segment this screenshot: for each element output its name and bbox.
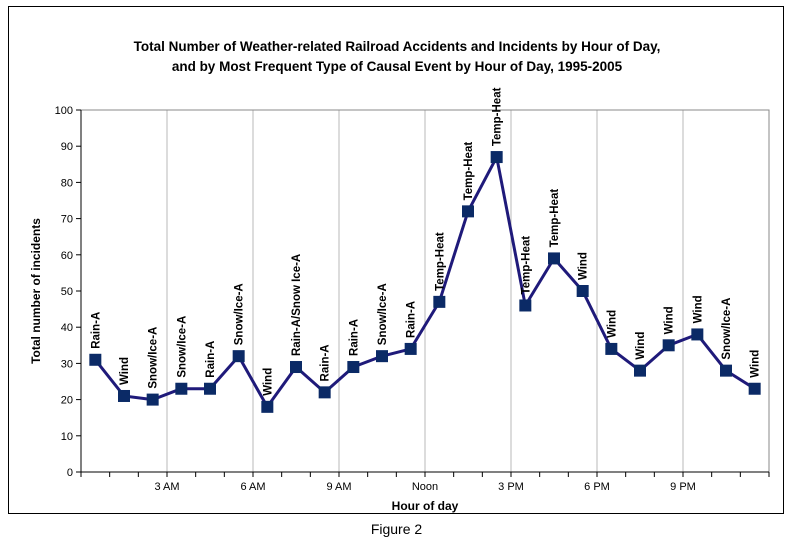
data-point — [490, 151, 503, 164]
data-point — [519, 299, 532, 312]
data-point — [261, 400, 274, 413]
x-tick-label: 9 PM — [670, 481, 696, 493]
data-point — [175, 382, 188, 395]
x-tick-label: Noon — [412, 481, 438, 493]
data-point — [318, 386, 331, 399]
y-tick-label: 90 — [61, 141, 73, 153]
point-label: Rain-A — [348, 319, 360, 356]
y-tick-label: 100 — [55, 105, 73, 117]
data-point — [634, 364, 646, 377]
chart-title-line: and by Most Frequent Type of Causal Even… — [172, 59, 623, 74]
data-point — [605, 342, 618, 355]
x-ticks: 3 AM 6 AM 9 AM Noon 3 PM 6 PM 9 PM — [80, 472, 770, 493]
data-point — [662, 339, 675, 352]
x-tick-label: 6 AM — [240, 481, 265, 493]
point-labels: Rain-A Wind Snow/Ice-A Snow/Ice-A Rain-A Snow… — [90, 87, 761, 395]
y-tick-label: 40 — [61, 322, 73, 334]
data-point — [290, 361, 302, 374]
point-label: Rain-A/Snow Ice-A — [291, 254, 303, 356]
data-point — [146, 393, 159, 406]
point-label: Rain-A — [320, 344, 332, 381]
x-axis-label: Hour of day — [392, 499, 459, 513]
point-label: Wind — [606, 310, 618, 338]
chart-title-line: Total Number of Weather-related Railroad… — [134, 39, 661, 54]
series — [89, 151, 761, 413]
point-label: Temp-Heat — [463, 142, 475, 201]
data-point — [462, 205, 474, 218]
y-ticks: 0 10 20 30 40 50 60 70 80 90 100 — [55, 105, 81, 479]
y-tick-label: 0 — [67, 467, 73, 479]
y-tick-label: 30 — [61, 358, 73, 370]
point-label: Rain-A — [205, 341, 217, 378]
point-label: Wind — [578, 252, 590, 280]
chart-title: Total Number of Weather-related Railroad… — [134, 39, 661, 74]
point-label: Wind — [692, 295, 704, 323]
data-point — [433, 295, 446, 308]
grid — [80, 109, 770, 473]
data-point — [576, 285, 589, 297]
point-label: Temp-Heat — [549, 189, 561, 248]
x-tick-label: 9 AM — [326, 481, 351, 493]
point-label: Wind — [664, 306, 676, 334]
point-label: Snow/Ice-A — [148, 327, 160, 389]
x-tick-label: 6 PM — [584, 481, 610, 493]
y-tick-label: 50 — [61, 286, 73, 298]
y-tick-label: 20 — [61, 395, 73, 407]
data-point — [748, 382, 761, 395]
point-label: Snow/Ice-A — [721, 298, 733, 360]
point-label: Rain-A — [90, 312, 102, 349]
data-point — [548, 252, 560, 265]
point-label: Temp-Heat — [492, 87, 504, 146]
y-tick-label: 10 — [61, 431, 73, 443]
y-tick-label: 70 — [61, 214, 73, 226]
figure-caption: Figure 2 — [370, 521, 423, 537]
point-label: Wind — [750, 350, 762, 378]
point-label: Snow/Ice-A — [176, 316, 188, 378]
data-point — [404, 342, 417, 355]
point-label: Temp-Heat — [434, 232, 446, 291]
x-tick-label: 3 AM — [154, 481, 179, 493]
y-tick-label: 80 — [61, 177, 73, 189]
y-axis-label: Total number of incidents — [29, 218, 43, 364]
point-label: Rain-A — [406, 301, 418, 338]
chart: Total Number of Weather-related Railroad… — [29, 39, 770, 513]
data-point — [232, 350, 245, 363]
point-label: Wind — [262, 368, 274, 396]
point-label: Snow/Ice-A — [234, 283, 246, 345]
point-label: Temp-Heat — [520, 236, 532, 295]
point-label: Wind — [635, 332, 647, 360]
data-point — [204, 382, 216, 395]
data-point — [376, 350, 388, 363]
data-point — [720, 364, 732, 377]
y-tick-label: 60 — [61, 250, 73, 262]
data-point — [691, 328, 704, 341]
data-point — [89, 353, 102, 366]
point-label: Wind — [119, 357, 131, 385]
data-point — [347, 361, 360, 374]
chart-frame: Total Number of Weather-related Railroad… — [8, 6, 784, 514]
x-tick-label: 3 PM — [498, 481, 524, 493]
point-label: Snow/Ice-A — [377, 283, 389, 345]
data-point — [118, 389, 130, 402]
